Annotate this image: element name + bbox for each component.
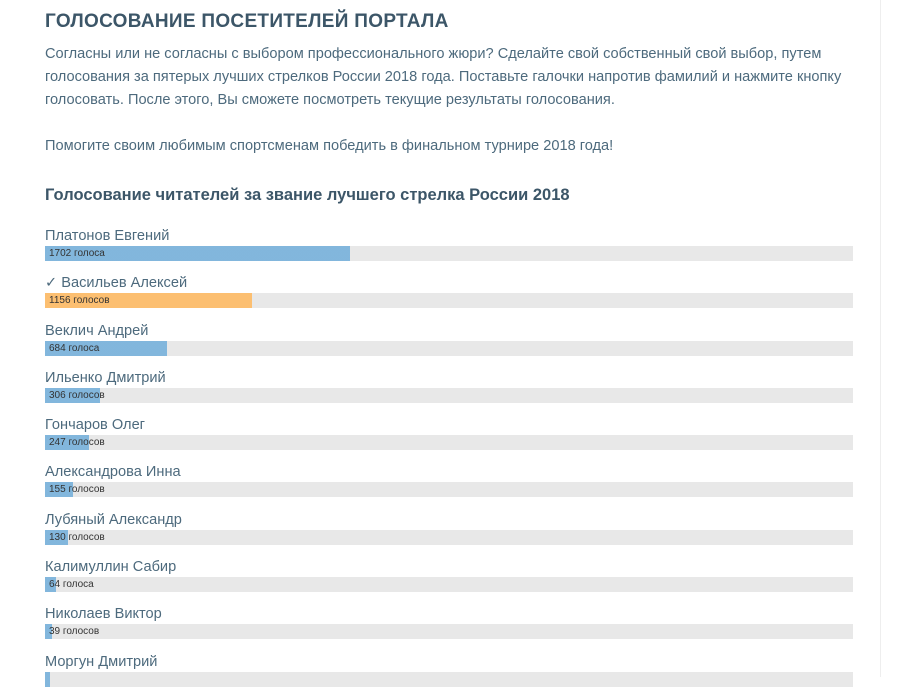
- intro-text: Помогите своим любимым спортсменам побед…: [45, 138, 614, 154]
- poll-item: Моргун Дмитрий: [45, 653, 853, 700]
- vote-bar: [45, 293, 252, 309]
- vote-bar: [45, 529, 69, 545]
- vote-count: 684 голоса: [49, 342, 100, 354]
- bar-track: [45, 671, 853, 687]
- candidate-name: Веклич Андрей: [45, 322, 149, 339]
- candidate-name: Гончаров Олег: [45, 417, 146, 434]
- poll-item: Николаев Виктор 39 голосов: [45, 605, 853, 652]
- vote-bar: [45, 387, 100, 403]
- bar-track: 1702 голоса: [45, 246, 853, 261]
- bar-track: 64 голоса: [45, 577, 853, 593]
- vote-count: 247 голосов: [49, 437, 105, 449]
- vote-bar: [45, 246, 350, 261]
- bar-track: 39 голосов: [45, 624, 853, 640]
- candidate-name: Моргун Дмитрий: [45, 653, 158, 670]
- poll-results: Платонов Евгений 1702 голоса ✓ Васильев Ал…: [45, 227, 853, 700]
- bar-track: 1156 голосов: [45, 293, 853, 309]
- page-body: ГОЛОСОВАНИЕ ПОСЕТИТЕЛЕЙ ПОРТАЛА Согласны…: [45, 0, 881, 687]
- poll-title: Голосование читателей за звание лучшего …: [45, 186, 570, 204]
- poll-item: Гончаров Олег 247 голосов: [45, 416, 853, 463]
- candidate-name: Николаев Виктор: [45, 606, 162, 623]
- bar-track: 247 голосов: [45, 435, 853, 451]
- vote-count: 306 голосов: [49, 389, 105, 401]
- vote-count: 130 голосов: [49, 531, 105, 543]
- vote-count: 155 голосов: [49, 484, 105, 496]
- bar-track: 684 голоса: [45, 340, 853, 356]
- bar-track: 130 голосов: [45, 529, 853, 545]
- poll-item: Веклич Андрей 684 голоса: [45, 322, 853, 369]
- content: ГОЛОСОВАНИЕ ПОСЕТИТЕЛЕЙ ПОРТАЛА Согласны…: [45, 8, 853, 700]
- vote-bar: [45, 340, 168, 356]
- candidate-name: ✓ Васильев Алексей: [45, 275, 188, 292]
- candidate-name: Лубяный Александр: [45, 511, 182, 528]
- vote-count: 1702 голоса: [49, 248, 105, 259]
- vote-bar: [45, 671, 51, 687]
- vote-bar: [45, 482, 73, 498]
- poll-item: Ильенко Дмитрий 306 голосов: [45, 369, 853, 416]
- vote-count: 39 голосов: [49, 626, 100, 638]
- vote-count: 64 голоса: [49, 579, 94, 591]
- poll-item: Лубяный Александр 130 голосов: [45, 511, 853, 558]
- vote-bar: [45, 435, 90, 451]
- candidate-name: Платонов Евгений: [45, 228, 170, 244]
- bar-track: 306 голосов: [45, 387, 853, 403]
- intro-text: Согласны или не согласны с выбором профе…: [45, 46, 842, 108]
- vote-bar: [45, 577, 57, 593]
- candidate-name: Ильенко Дмитрий: [45, 369, 166, 386]
- page-title: ГОЛОСОВАНИЕ ПОСЕТИТЕЛЕЙ ПОРТАЛА: [45, 11, 449, 32]
- bar-track: 155 голосов: [45, 482, 853, 498]
- page: Голосование {"header": {"title": "ГОЛОСО…: [45, 0, 881, 687]
- poll-item: Платонов Евгений 1702 голоса: [45, 227, 853, 274]
- poll-item: Калимуллин Сабир 64 голоса: [45, 558, 853, 605]
- candidate-name: Калимуллин Сабир: [45, 559, 177, 576]
- poll-item: Александрова Инна 155 голосов: [45, 463, 853, 510]
- vote-count: 1156 голосов: [49, 295, 110, 307]
- vote-bar: [45, 624, 52, 640]
- poll-item: ✓ Васильев Алексей 1156 голосов: [45, 274, 853, 321]
- candidate-name: Александрова Инна: [45, 464, 181, 481]
- page-edge: [880, 0, 881, 677]
